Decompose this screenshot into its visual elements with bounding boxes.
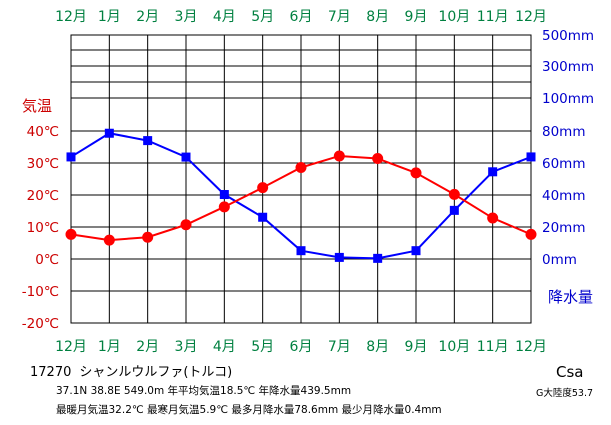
- temperature-point: [333, 150, 345, 162]
- precipitation-point: [488, 167, 498, 177]
- temperature-tick-label: 30℃: [27, 156, 59, 172]
- station-extremes: 最暖月気温32.2℃ 最寒月気温5.9℃ 最多月降水量78.6mm 最少月降水量…: [56, 403, 442, 416]
- precipitation-tick-labels: 500mm 300mm 100mm 80mm 60mm 40mm 20mm 0mm: [542, 28, 594, 268]
- bottom-month-label: 5月: [251, 339, 274, 355]
- bottom-month-label: 12月: [55, 339, 87, 355]
- top-month-labels: 12月 1月 2月 3月 4月 5月 6月 7月 8月 9月 10月 11月 12月: [55, 9, 547, 25]
- temperature-point: [180, 219, 192, 231]
- temperature-point: [448, 188, 460, 200]
- precipitation-point: [334, 252, 344, 262]
- top-month-label: 3月: [175, 9, 198, 25]
- grid: [70, 34, 532, 324]
- top-month-label: 2月: [136, 9, 159, 25]
- bottom-month-label: 12月: [515, 339, 547, 355]
- temperature-tick-label: 40℃: [27, 124, 59, 140]
- temperature-point: [218, 201, 230, 213]
- temperature-point: [142, 231, 154, 243]
- top-month-label: 11月: [477, 9, 509, 25]
- precipitation-tick-label: 300mm: [542, 59, 594, 75]
- bottom-month-label: 6月: [290, 339, 313, 355]
- temperature-axis-label: 気温: [22, 97, 52, 115]
- climate-class: Csa: [556, 363, 583, 381]
- top-month-label: 6月: [290, 9, 313, 25]
- precipitation-point: [66, 152, 76, 162]
- top-month-label: 10月: [438, 9, 470, 25]
- bottom-month-label: 3月: [175, 339, 198, 355]
- temperature-tick-label: -20℃: [22, 316, 59, 332]
- precipitation-tick-label: 0mm: [542, 252, 577, 268]
- temperature-tick-label: 0℃: [35, 252, 59, 268]
- bottom-month-label: 2月: [136, 339, 159, 355]
- station-id: 17270: [30, 365, 71, 380]
- top-month-label: 8月: [366, 9, 389, 25]
- top-month-label: 12月: [515, 9, 547, 25]
- precipitation-point: [411, 246, 421, 256]
- temperature-point: [525, 228, 537, 240]
- temperature-tick-label: 20℃: [27, 188, 59, 204]
- temperature-point: [103, 234, 115, 246]
- precipitation-point: [219, 190, 229, 200]
- bottom-month-label: 7月: [328, 339, 351, 355]
- temperature-point: [295, 161, 307, 173]
- top-month-label: 5月: [251, 9, 274, 25]
- temperature-point: [372, 153, 384, 165]
- precipitation-tick-label: 60mm: [542, 156, 585, 172]
- bottom-month-label: 1月: [98, 339, 121, 355]
- temperature-tick-label: -10℃: [22, 284, 59, 300]
- precipitation-tick-label: 40mm: [542, 188, 585, 204]
- temperature-point: [487, 212, 499, 224]
- top-month-label: 4月: [213, 9, 236, 25]
- temperature-series: [65, 150, 537, 246]
- precipitation-point: [104, 128, 114, 138]
- bottom-month-label: 9月: [405, 339, 428, 355]
- precipitation-point: [143, 136, 153, 146]
- temperature-point: [410, 167, 422, 179]
- station-id-and-name: 17270 シャンルウルファ(トルコ): [30, 365, 232, 380]
- precipitation-point: [258, 212, 268, 222]
- precipitation-series: [66, 128, 536, 263]
- top-month-label: 1月: [98, 9, 121, 25]
- top-month-label: 9月: [405, 9, 428, 25]
- station-coords: 37.1N 38.8E 549.0m 年平均気温18.5℃ 年降水量439.5m…: [56, 384, 351, 397]
- precipitation-point: [526, 152, 536, 162]
- precipitation-tick-label: 80mm: [542, 124, 585, 140]
- bottom-month-label: 8月: [366, 339, 389, 355]
- bottom-month-labels: 12月 1月 2月 3月 4月 5月 6月 7月 8月 9月 10月 11月 12月: [55, 339, 547, 355]
- bottom-month-label: 11月: [477, 339, 509, 355]
- precipitation-point: [373, 253, 383, 263]
- precipitation-tick-label: 500mm: [542, 28, 594, 44]
- top-month-label: 12月: [55, 9, 87, 25]
- temperature-point: [65, 228, 77, 240]
- temperature-tick-label: 10℃: [27, 220, 59, 236]
- continentality: G大陸度53.7: [536, 387, 593, 399]
- station-name: シャンルウルファ(トルコ): [79, 365, 232, 380]
- precipitation-tick-label: 20mm: [542, 220, 585, 236]
- bottom-month-label: 10月: [438, 339, 470, 355]
- precipitation-point: [449, 205, 459, 215]
- top-month-label: 7月: [328, 9, 351, 25]
- precipitation-axis-label: 降水量: [548, 288, 593, 306]
- temperature-point: [257, 182, 269, 194]
- precipitation-tick-label: 100mm: [542, 91, 594, 107]
- precipitation-point: [181, 152, 191, 162]
- bottom-month-label: 4月: [213, 339, 236, 355]
- precipitation-point: [296, 246, 306, 256]
- temperature-tick-labels: 40℃ 30℃ 20℃ 10℃ 0℃ -10℃ -20℃: [22, 124, 59, 332]
